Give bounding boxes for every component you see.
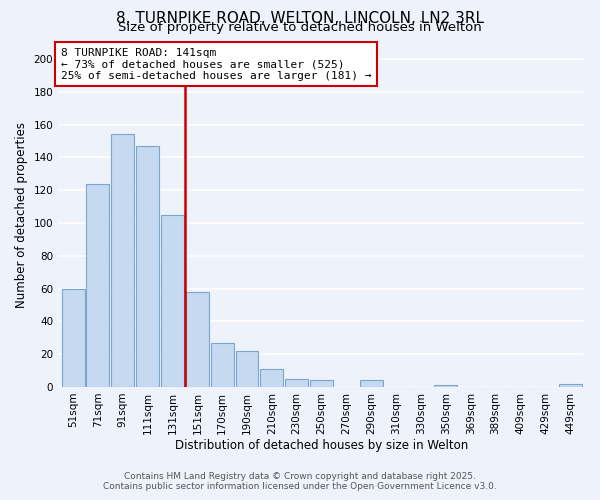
- X-axis label: Distribution of detached houses by size in Welton: Distribution of detached houses by size …: [175, 440, 468, 452]
- Bar: [434, 386, 457, 387]
- Text: Contains HM Land Registry data © Crown copyright and database right 2025.
Contai: Contains HM Land Registry data © Crown c…: [103, 472, 497, 491]
- Bar: [86, 184, 109, 387]
- Bar: [136, 146, 159, 387]
- Bar: [559, 384, 581, 387]
- Bar: [260, 369, 283, 387]
- Bar: [211, 342, 233, 387]
- Bar: [186, 292, 209, 387]
- Bar: [112, 134, 134, 387]
- Bar: [286, 379, 308, 387]
- Bar: [236, 351, 259, 387]
- Bar: [310, 380, 333, 387]
- Text: Size of property relative to detached houses in Welton: Size of property relative to detached ho…: [118, 21, 482, 34]
- Bar: [161, 214, 184, 387]
- Bar: [62, 288, 85, 387]
- Y-axis label: Number of detached properties: Number of detached properties: [15, 122, 28, 308]
- Text: 8 TURNPIKE ROAD: 141sqm
← 73% of detached houses are smaller (525)
25% of semi-d: 8 TURNPIKE ROAD: 141sqm ← 73% of detache…: [61, 48, 371, 81]
- Text: 8, TURNPIKE ROAD, WELTON, LINCOLN, LN2 3RL: 8, TURNPIKE ROAD, WELTON, LINCOLN, LN2 3…: [116, 11, 484, 26]
- Bar: [360, 380, 383, 387]
